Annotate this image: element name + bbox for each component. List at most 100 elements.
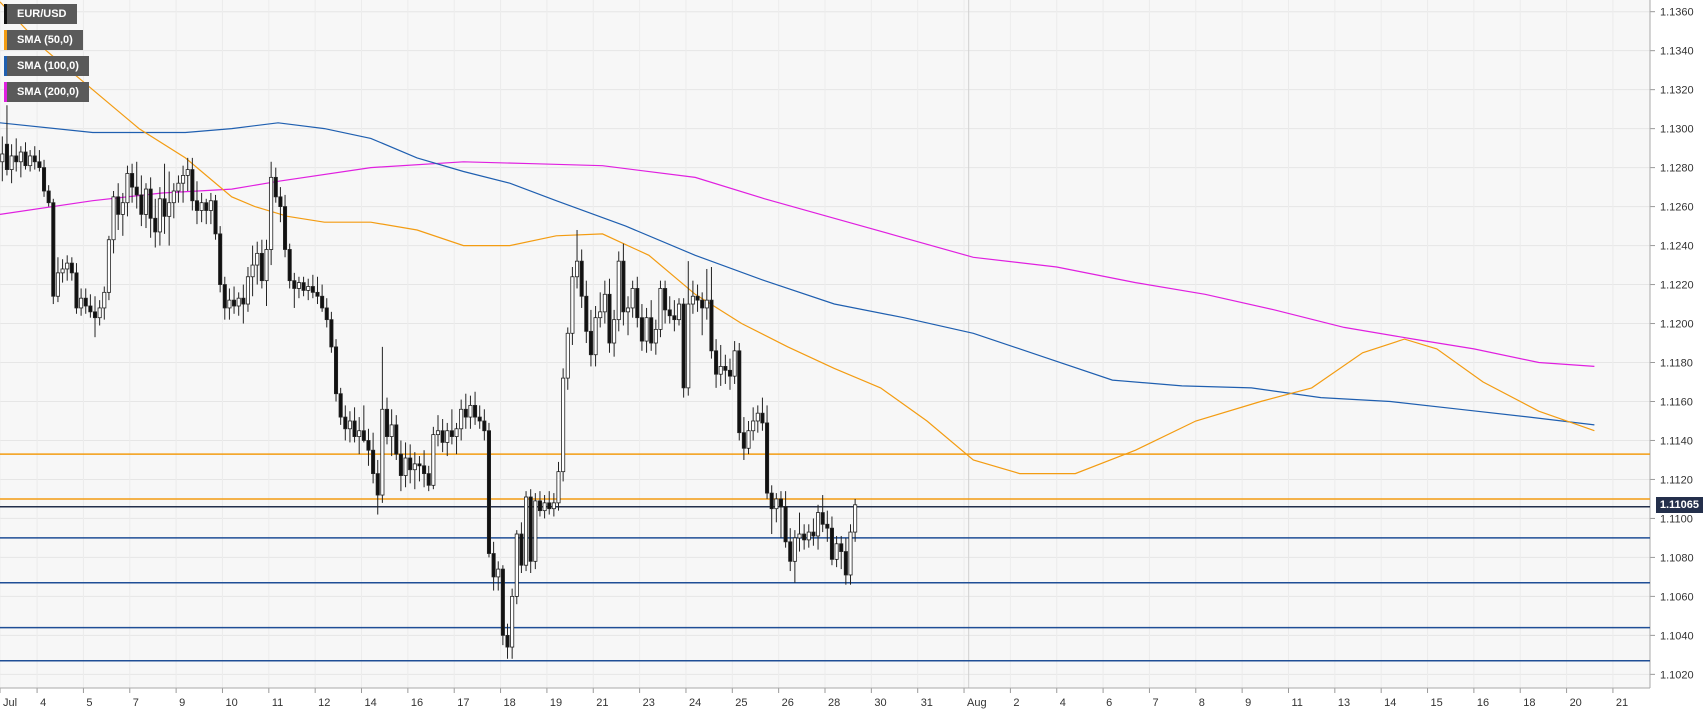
x-tick-label: 17 xyxy=(457,697,469,709)
chart-legend: EUR/USD SMA (50,0) SMA (100,0) SMA (200,… xyxy=(4,4,89,108)
candle-bullish xyxy=(468,404,473,418)
candle-bullish xyxy=(157,198,162,233)
candle-bearish xyxy=(194,200,200,211)
x-tick-label: 13 xyxy=(1338,697,1350,709)
candle-bullish xyxy=(120,202,125,215)
x-tick-label: 9 xyxy=(1245,697,1251,709)
x-tick-label: 6 xyxy=(1106,697,1112,709)
x-tick-label: 18 xyxy=(504,697,516,709)
sma-50-line xyxy=(0,1,1595,475)
candle-bullish xyxy=(227,299,232,309)
candle-bearish xyxy=(278,196,283,207)
candle-bearish xyxy=(42,167,47,192)
candle-bearish xyxy=(343,416,348,430)
candle-bearish xyxy=(384,408,390,437)
candle-bullish xyxy=(510,595,515,648)
x-tick-label: 21 xyxy=(1616,697,1628,709)
candle-bullish xyxy=(774,498,779,510)
sma-100-line xyxy=(0,122,1595,426)
candle-bearish xyxy=(222,284,227,309)
candle-bearish xyxy=(241,297,246,305)
y-tick-label: 1.1140 xyxy=(1660,435,1693,447)
sma-200-line xyxy=(0,161,1595,367)
x-tick-label: 31 xyxy=(921,697,933,709)
candle-bullish xyxy=(208,200,213,211)
candle-bullish xyxy=(0,153,5,163)
candle-bearish xyxy=(14,155,19,163)
candle-bullish xyxy=(630,288,635,309)
x-tick-label: 25 xyxy=(735,697,747,709)
candle-bearish xyxy=(46,190,51,204)
candle-bearish xyxy=(778,498,783,508)
candle-bullish xyxy=(556,471,561,504)
candle-bearish xyxy=(473,404,478,418)
candle-bearish xyxy=(88,305,93,313)
candle-bearish xyxy=(371,449,376,475)
candle-bearish xyxy=(537,500,542,512)
legend-item-sma-100[interactable]: SMA (100,0) xyxy=(4,56,89,76)
candle-bearish xyxy=(635,288,640,319)
candle-bullish xyxy=(644,317,649,342)
candle-bearish xyxy=(162,198,167,217)
candle-bullish xyxy=(264,249,269,282)
candle-bullish xyxy=(171,190,176,204)
candle-bullish xyxy=(181,175,186,184)
candle-bearish xyxy=(714,350,719,375)
candle-bullish xyxy=(751,420,756,432)
legend-swatch xyxy=(4,30,7,50)
y-tick-label: 1.1220 xyxy=(1660,280,1694,292)
candle-bearish xyxy=(301,282,306,291)
candle-bearish xyxy=(802,533,807,541)
x-tick-label: 2 xyxy=(1013,697,1019,709)
candle-bearish xyxy=(417,463,422,467)
y-tick-label: 1.1160 xyxy=(1660,396,1693,408)
candle-bearish xyxy=(579,260,584,297)
legend-label: SMA (100,0) xyxy=(17,60,79,72)
candle-bearish xyxy=(139,194,144,215)
candle-bullish xyxy=(55,272,60,297)
candle-bullish xyxy=(598,311,603,319)
candle-bullish xyxy=(561,377,566,473)
candle-bullish xyxy=(806,531,811,541)
candle-bearish xyxy=(320,295,325,309)
y-tick-label: 1.1080 xyxy=(1660,552,1694,564)
candle-bearish xyxy=(130,173,135,188)
legend-label: SMA (200,0) xyxy=(17,86,79,98)
candle-bearish xyxy=(134,186,139,196)
candle-bullish xyxy=(199,202,204,211)
candle-bearish xyxy=(649,317,654,344)
y-tick-label: 1.1020 xyxy=(1660,669,1694,681)
x-tick-label: 18 xyxy=(1523,697,1535,709)
y-tick-label: 1.1300 xyxy=(1660,124,1694,136)
y-tick-label: 1.1120 xyxy=(1660,474,1693,486)
candle-bullish xyxy=(185,169,190,176)
candle-bearish xyxy=(519,533,524,566)
y-tick-label: 1.1180 xyxy=(1660,358,1693,370)
y-tick-label: 1.1280 xyxy=(1660,163,1694,175)
candle-bullish xyxy=(236,297,241,307)
y-tick-label: 1.1320 xyxy=(1660,85,1694,97)
legend-swatch xyxy=(4,82,7,102)
candle-bullish xyxy=(347,420,352,430)
candle-bearish xyxy=(116,196,121,215)
candle-bearish xyxy=(232,299,237,307)
candle-bearish xyxy=(783,506,788,543)
candle-bearish xyxy=(820,512,825,525)
candle-bullish xyxy=(616,260,621,321)
x-tick-label: 16 xyxy=(1477,697,1489,709)
candle-bullish xyxy=(111,196,116,241)
candle-bullish xyxy=(690,295,695,305)
candle-bearish xyxy=(259,252,264,282)
candle-bullish xyxy=(625,307,631,313)
candle-bearish xyxy=(709,299,714,352)
legend-item-eurusd[interactable]: EUR/USD xyxy=(4,4,77,24)
x-tick-label: 14 xyxy=(365,697,377,709)
legend-item-sma-50[interactable]: SMA (50,0) xyxy=(4,30,83,50)
candle-bullish xyxy=(102,291,107,309)
candle-bearish xyxy=(505,634,510,648)
candle-bearish xyxy=(375,473,380,496)
candle-bearish xyxy=(741,432,746,449)
legend-item-sma-200[interactable]: SMA (200,0) xyxy=(4,82,89,102)
legend-label: EUR/USD xyxy=(17,8,67,20)
candle-bullish xyxy=(602,293,607,313)
